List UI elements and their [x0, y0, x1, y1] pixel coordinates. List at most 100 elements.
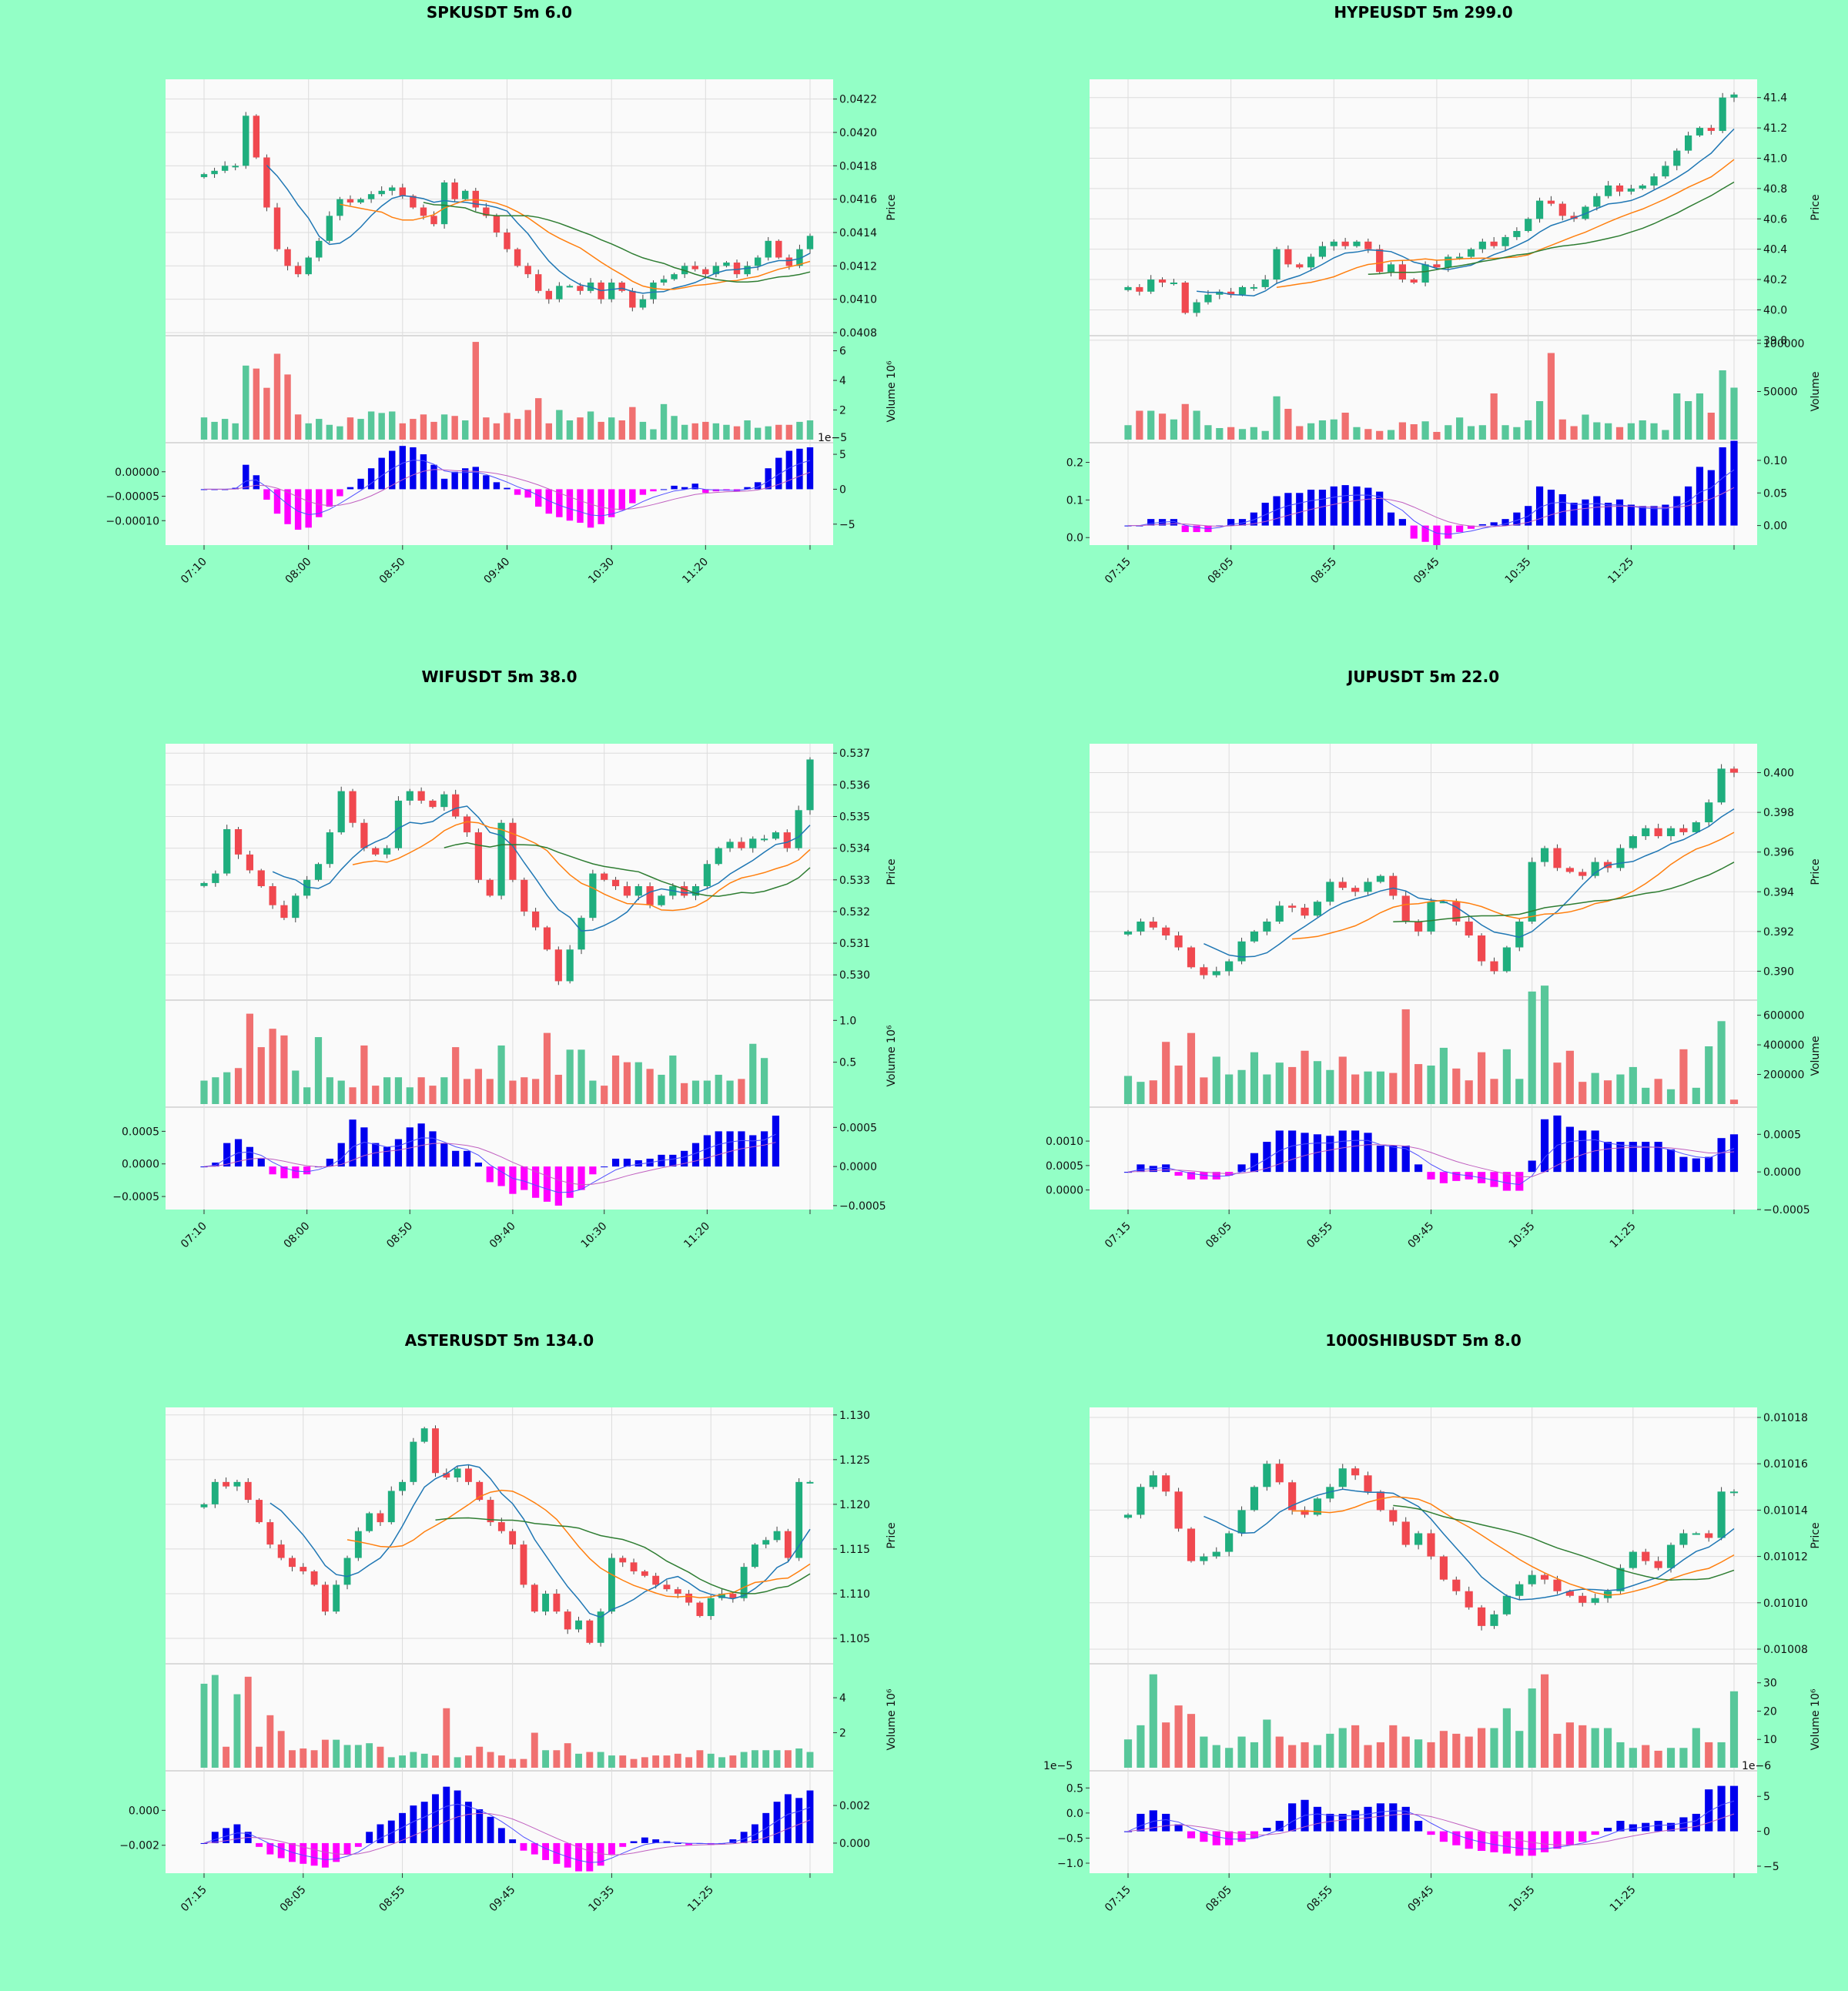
candle-body [1137, 921, 1145, 932]
candle-body [1364, 882, 1372, 892]
volume-bar [269, 1029, 276, 1104]
volume-bar [1490, 1079, 1498, 1104]
volume-bar [256, 1746, 263, 1768]
macd-bar [1288, 1803, 1297, 1832]
macd-bar [650, 489, 657, 492]
candle-body [1401, 895, 1410, 922]
macd-bar [1578, 1130, 1587, 1173]
volume-bar [1158, 413, 1167, 440]
x-tick-label: 09:40 [487, 1220, 518, 1251]
volume-bar [729, 1755, 737, 1768]
volume-bar [554, 1074, 562, 1104]
macd-bar [715, 1131, 722, 1167]
candle-body [1654, 1561, 1662, 1568]
candle-body [1410, 279, 1418, 283]
macd-bar [740, 1832, 748, 1843]
price-tick-label: 0.01018 [1763, 1412, 1808, 1424]
x-tick-label: 08:00 [283, 556, 314, 587]
volume-bar [292, 1070, 300, 1104]
chart-asterusdt: ASTERUSDT 5m 134.0 1.105 1.110 1.115 1.120 1.… [119, 1331, 898, 1914]
chart-1000shibusdt: 1000SHIBUSDT 5m 8.0 0.01008 0.01010 0.01012… [1043, 1331, 1822, 1914]
macd-bar [1427, 1831, 1435, 1835]
price-tick-label: 0.533 [839, 875, 870, 887]
volume-bar [1433, 432, 1441, 440]
macd-left-tick-label: 0.5 [1066, 1782, 1083, 1795]
volume-bar [752, 1750, 758, 1768]
macd-bar [440, 478, 448, 490]
macd-left-tick-label: 0.000 [129, 1805, 159, 1817]
volume-bar [749, 1043, 757, 1104]
macd-bar [504, 487, 511, 490]
macd-bar [729, 1839, 737, 1843]
macd-bar [564, 1842, 571, 1868]
macd-right-tick-label: 0.00 [1763, 520, 1787, 533]
volume-bar [326, 1077, 333, 1104]
volume-bar [1296, 426, 1304, 440]
macd-bar [366, 1832, 373, 1843]
candle-body [1338, 1468, 1347, 1487]
macd-bar [1696, 467, 1704, 526]
volume-bar [578, 1049, 585, 1104]
candle-body [740, 1567, 748, 1598]
candle-body [1478, 1607, 1486, 1626]
macd-bar [1318, 490, 1327, 526]
volume-bar [1666, 1089, 1676, 1104]
volume-bar [316, 419, 323, 440]
candle-body [733, 263, 741, 275]
macd-bar [1427, 1172, 1435, 1180]
x-tick-label: 08:55 [1308, 556, 1339, 587]
x-tick-label: 11:25 [1608, 1884, 1639, 1915]
candle-body [1478, 935, 1486, 962]
macd-bar [1200, 1172, 1208, 1180]
macd-bar [1490, 1172, 1498, 1187]
volume-bar [1502, 425, 1509, 440]
candle-body [597, 1611, 604, 1643]
macd-bar [1582, 499, 1589, 526]
volume-bar [454, 1757, 461, 1768]
macd-bar [1237, 1831, 1246, 1842]
candle-body [556, 286, 563, 299]
volume-bar [1578, 1725, 1587, 1768]
macd-bar [1729, 1134, 1739, 1173]
price-tick-label: 40.0 [1763, 304, 1787, 316]
macd-bar [1200, 1831, 1208, 1842]
candle-body [367, 194, 375, 199]
volume-bar [1654, 1079, 1662, 1104]
macd-bar [1629, 1824, 1637, 1832]
volume-bar [1717, 1742, 1726, 1768]
macd-bar [749, 1135, 757, 1167]
macd-bar [553, 1842, 561, 1864]
macd-right-tick-label: −5 [1763, 1861, 1779, 1873]
candle-body [1525, 219, 1532, 232]
macd-bar [586, 1842, 594, 1872]
volume-bar [1351, 1074, 1360, 1104]
x-tick-label: 09:45 [487, 1884, 518, 1915]
macd-bar [566, 1166, 574, 1198]
macd-bar [1707, 470, 1715, 526]
volume-bar [545, 423, 552, 440]
volume-tick-label: 200000 [1763, 1069, 1804, 1082]
volume-bar [681, 1083, 688, 1104]
price-tick-label: 0.01016 [1763, 1458, 1808, 1471]
volume-bar [1307, 423, 1315, 440]
ma-fast-line [270, 1464, 811, 1618]
price-tick-label: 0.537 [839, 748, 870, 760]
candle-body [263, 157, 270, 208]
candle-body [232, 166, 239, 168]
candle-body [1204, 294, 1212, 303]
volume-bar [333, 1739, 340, 1768]
volume-bar [1284, 409, 1292, 440]
volume-bar [504, 413, 511, 440]
macd-left-tick-label: 0.0010 [1046, 1136, 1083, 1148]
candle-body [726, 842, 734, 848]
price-tick-label: 1.130 [839, 1410, 870, 1422]
volume-axis-label: Volume 10⁶ [1810, 1688, 1822, 1750]
candle-body [1263, 921, 1271, 932]
x-tick-label: 11:25 [685, 1884, 716, 1915]
price-tick-label: 0.398 [1763, 807, 1794, 819]
volume-bar [1662, 430, 1669, 440]
volume-bar [587, 411, 594, 440]
macd-bar [1301, 1133, 1309, 1173]
macd-bar [1553, 1115, 1562, 1173]
ma-slow-line [444, 842, 811, 897]
